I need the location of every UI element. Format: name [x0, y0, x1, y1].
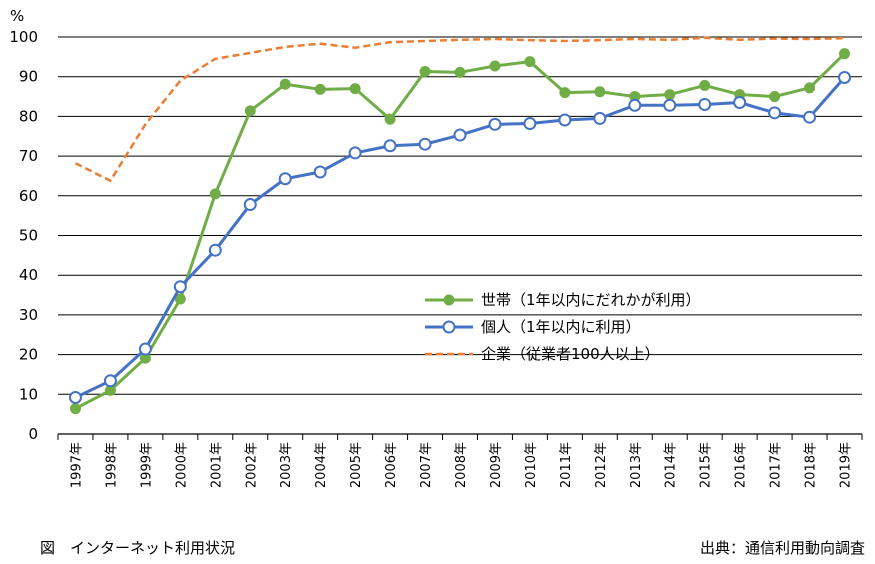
- data-point: [103, 374, 117, 388]
- x-tick-label: 2002年: [244, 442, 259, 488]
- x-tick-label: 1999年: [139, 442, 154, 488]
- x-tick-label: 2011年: [559, 442, 574, 488]
- data-point: [418, 137, 432, 151]
- data-point: [804, 82, 816, 94]
- y-tick-label: 20: [19, 346, 38, 364]
- data-point: [453, 128, 467, 142]
- data-point: [803, 110, 817, 124]
- data-point: [489, 60, 501, 72]
- data-point: [698, 97, 712, 111]
- x-tick-label: 1997年: [69, 442, 84, 488]
- data-point: [68, 390, 82, 404]
- data-point: [383, 139, 397, 153]
- legend-marker: [443, 294, 455, 306]
- data-point: [558, 113, 572, 127]
- legend-label: 個人（1年以内に利用）: [481, 318, 641, 336]
- data-point: [208, 243, 222, 257]
- y-axis: 0 10 20 30 40 50 60 70 80 90 100%: [9, 7, 38, 443]
- x-tick-label: 2019年: [839, 442, 854, 488]
- x-tick-label: 2018年: [804, 442, 819, 488]
- data-point: [663, 98, 677, 112]
- data-point: [768, 106, 782, 120]
- x-tick-label: 2006年: [384, 442, 399, 488]
- data-point: [524, 56, 536, 68]
- x-tick-label: 2013年: [629, 442, 644, 488]
- data-point: [278, 172, 292, 186]
- y-tick-label: 70: [19, 147, 38, 165]
- data-point: [348, 146, 362, 160]
- data-point: [839, 48, 851, 60]
- data-point: [559, 87, 571, 99]
- y-axis-label: %: [10, 7, 24, 25]
- y-tick-label: 60: [19, 187, 38, 205]
- y-tick-label: 10: [19, 385, 38, 403]
- y-tick-label: 30: [19, 306, 38, 324]
- x-tick-label: 2016年: [734, 442, 749, 488]
- y-tick-label: 0: [28, 425, 38, 443]
- x-tick-label: 2017年: [769, 442, 784, 488]
- data-point: [138, 342, 152, 356]
- x-tick-label: 2007年: [419, 442, 434, 488]
- x-tick-label: 2015年: [699, 442, 714, 488]
- x-tick-label: 2010年: [524, 442, 539, 488]
- data-point: [314, 83, 326, 95]
- x-tick-label: 2005年: [349, 442, 364, 488]
- data-point: [733, 96, 747, 110]
- series-line: [74, 76, 846, 399]
- x-tick-label: 2009年: [489, 442, 504, 488]
- series-layer: [68, 36, 852, 415]
- series-line: [74, 36, 845, 182]
- x-tick-label: 2012年: [594, 442, 609, 488]
- y-tick-label: 100: [9, 28, 38, 46]
- legend: 世帯（1年以内にだれかが利用） 個人（1年以内に利用） 企業（従業者100人以上）: [425, 291, 701, 363]
- legend-marker: [442, 320, 456, 334]
- data-point: [594, 86, 606, 98]
- source-caption: 出典：通信利用動向調査: [699, 539, 865, 557]
- series-line: [74, 52, 846, 410]
- y-tick-label: 80: [19, 107, 38, 125]
- data-point: [419, 66, 431, 78]
- data-point: [838, 70, 852, 84]
- data-point: [69, 403, 81, 415]
- data-point: [699, 79, 711, 91]
- data-point: [173, 280, 187, 294]
- data-point: [279, 78, 291, 90]
- x-tick-label: 2003年: [279, 442, 294, 488]
- figure-caption: 図 インターネット利用状況: [40, 539, 236, 557]
- x-tick-label: 2014年: [664, 442, 679, 488]
- legend-label: 企業（従業者100人以上）: [481, 345, 660, 363]
- y-tick-label: 50: [19, 227, 38, 245]
- data-point: [628, 98, 642, 112]
- data-point: [244, 105, 256, 117]
- data-point: [313, 165, 327, 179]
- x-axis: 1997年 1998年 1999年 2000年 2001年 2002年 2003年 2004年…: [57, 433, 863, 488]
- x-tick-label: 2008年: [454, 442, 469, 488]
- data-point: [349, 83, 361, 95]
- data-point: [593, 111, 607, 125]
- data-point: [769, 91, 781, 103]
- x-tick-label: 2000年: [174, 442, 189, 488]
- data-point: [243, 198, 257, 212]
- data-point: [384, 113, 396, 125]
- x-tick-label: 1998年: [104, 442, 119, 488]
- y-tick-label: 90: [19, 68, 38, 86]
- data-point: [454, 66, 466, 78]
- data-point: [523, 117, 537, 131]
- x-tick-label: 2004年: [314, 442, 329, 488]
- x-tick-label: 2001年: [209, 442, 224, 488]
- y-tick-label: 40: [19, 266, 38, 284]
- data-point: [174, 293, 186, 305]
- data-point: [209, 188, 221, 200]
- data-point: [488, 117, 502, 131]
- legend-label: 世帯（1年以内にだれかが利用）: [481, 291, 701, 309]
- data-point: [664, 89, 676, 101]
